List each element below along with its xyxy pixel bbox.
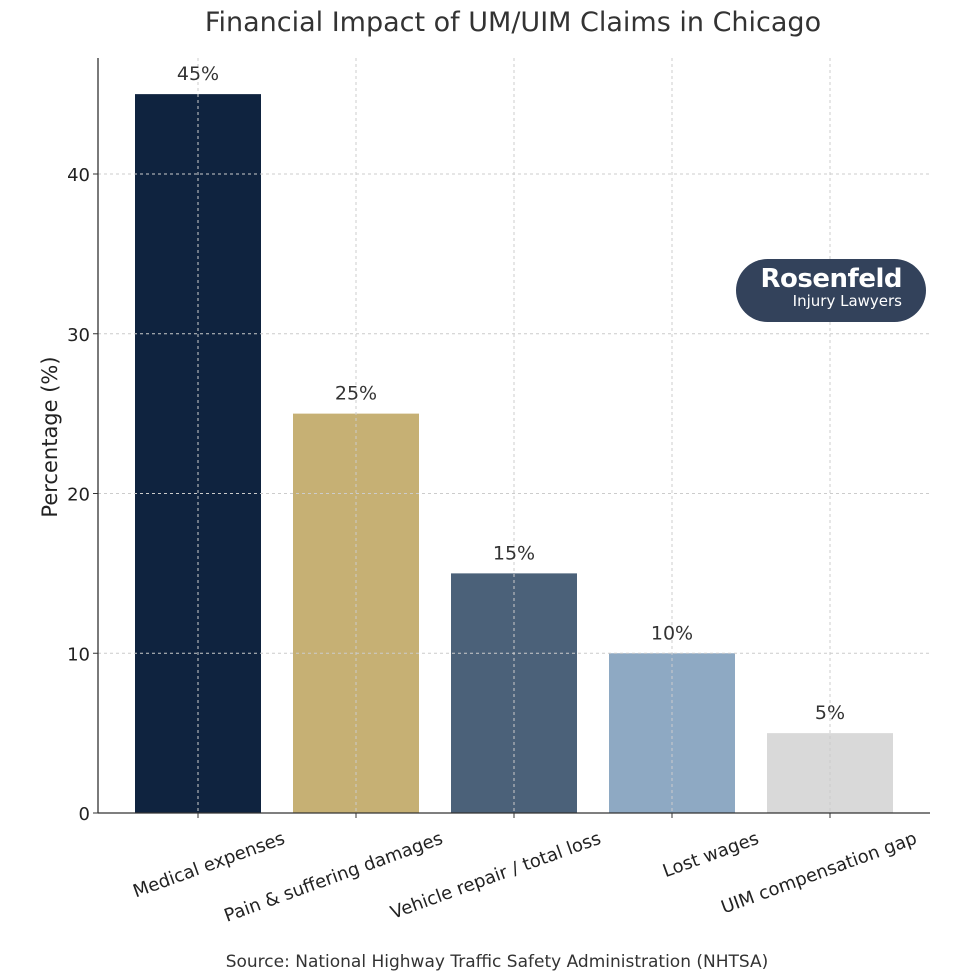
bar [135,94,261,813]
y-tick-label: 10 [67,644,90,665]
bar [451,573,577,813]
y-tick-label: 20 [67,485,90,506]
data-label: 15% [493,542,535,564]
rosenfeld-logo: Rosenfeld Injury Lawyers [736,259,926,322]
data-label: 25% [335,383,377,405]
logo-name: Rosenfeld [760,264,903,294]
y-axis-label: Percentage (%) [38,356,62,517]
y-tick-label: 0 [79,804,90,825]
y-tick-label: 30 [67,325,90,346]
source-note: Source: National Highway Traffic Safety … [226,952,769,972]
y-tick-label: 40 [67,165,90,186]
chart-title: Financial Impact of UM/UIM Claims in Chi… [205,7,821,38]
data-label: 10% [651,622,693,644]
logo-tagline: Injury Lawyers [792,292,902,310]
data-label: 45% [177,63,219,85]
x-tick-label: Lost wages [660,828,762,882]
data-label: 5% [815,702,845,724]
